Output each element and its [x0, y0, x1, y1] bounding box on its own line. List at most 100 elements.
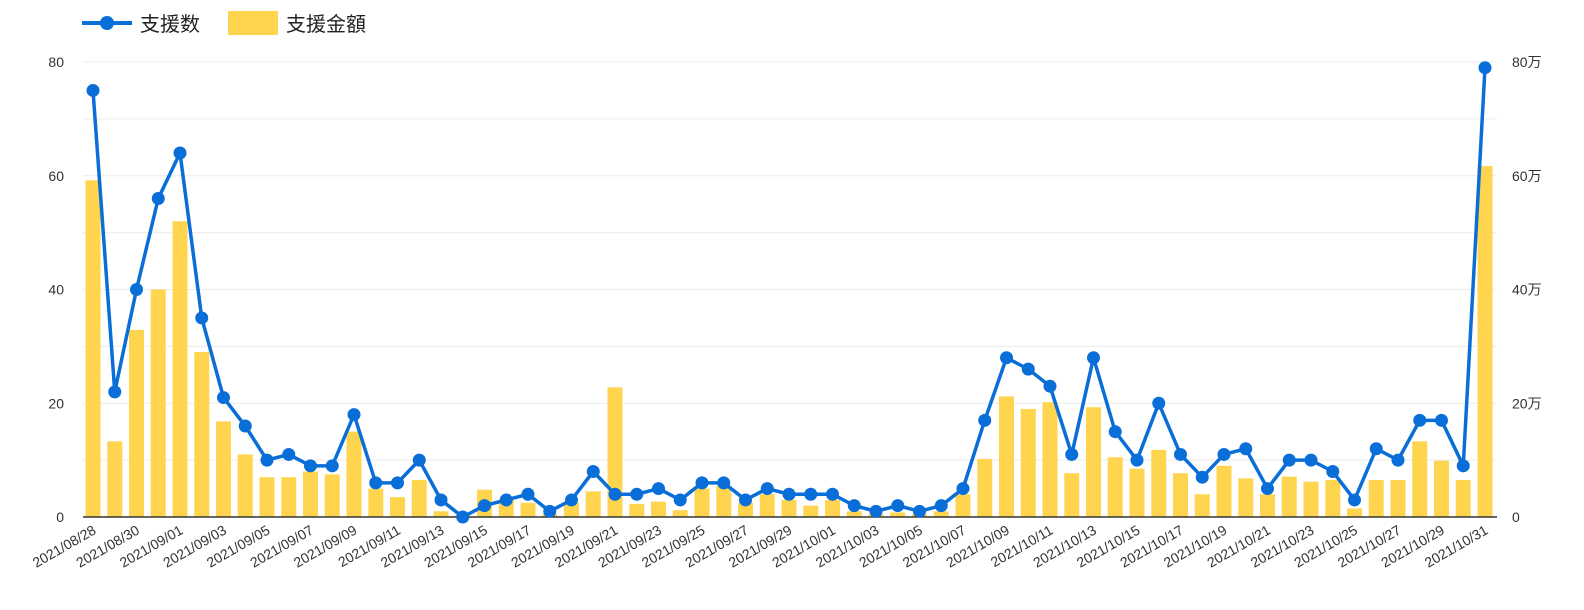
line-point [369, 476, 383, 490]
line-point [630, 487, 644, 501]
line-point [1000, 351, 1013, 365]
line-point [1304, 453, 1318, 467]
legend-item-amount[interactable]: 支援金額 [228, 8, 366, 37]
legend-item-count[interactable]: 支援数 [82, 8, 200, 37]
y-right-tick-label: 0 [1512, 509, 1520, 525]
bar [281, 477, 297, 517]
line-point [652, 482, 665, 496]
legend-label: 支援数 [140, 12, 200, 36]
bar [977, 458, 993, 517]
line-point [217, 391, 230, 405]
bar [433, 511, 449, 517]
line-point [804, 487, 818, 501]
line-point [195, 311, 209, 325]
line-point [913, 504, 926, 518]
y-left-tick-label: 20 [48, 395, 64, 411]
bar [1281, 476, 1297, 517]
line-point [325, 459, 339, 473]
y-left-tick-label: 0 [56, 509, 64, 525]
legend-label: 支援金額 [286, 12, 366, 36]
line-point [934, 499, 948, 513]
line-point [478, 499, 491, 513]
bar [1129, 468, 1145, 517]
bar [259, 477, 275, 517]
line-point [260, 453, 274, 467]
line-point [1435, 413, 1448, 427]
bar [585, 491, 601, 517]
line-point [1456, 459, 1470, 473]
y-right-tick-label: 80万 [1512, 54, 1542, 70]
line-point [608, 487, 622, 501]
line-point [869, 504, 883, 518]
line-point [1239, 442, 1253, 456]
bar [1173, 473, 1188, 517]
bar [1216, 465, 1232, 517]
bar [237, 454, 253, 517]
line-point [673, 493, 687, 507]
line-point [1282, 453, 1296, 467]
bar [368, 488, 384, 517]
bar [1477, 166, 1493, 518]
bar [1194, 494, 1210, 517]
line-point [1130, 453, 1144, 467]
bar [890, 512, 906, 517]
y-right-tick-label: 20万 [1512, 395, 1542, 411]
bar [694, 488, 710, 517]
line-point [1152, 396, 1166, 410]
bar [1412, 441, 1428, 517]
line-point [151, 192, 165, 205]
line-point [1217, 447, 1231, 461]
line-point [695, 476, 709, 490]
line-point [86, 83, 100, 97]
y-left-tick-label: 40 [48, 282, 64, 298]
line-point [1369, 442, 1383, 456]
line-point [1348, 493, 1361, 507]
line-point [847, 499, 861, 513]
bar [1151, 449, 1167, 517]
line-point [891, 499, 905, 513]
bar [216, 421, 231, 517]
line-point [282, 447, 296, 461]
line-point [304, 459, 317, 473]
bar [303, 471, 318, 517]
line-point [1478, 61, 1492, 75]
line-point [1195, 470, 1209, 484]
bar [651, 501, 666, 517]
bar [955, 494, 971, 517]
line-point [717, 476, 731, 490]
bar [129, 329, 144, 517]
line-point [499, 493, 513, 507]
y-left-tick-label: 60 [48, 168, 64, 184]
line-point [543, 504, 557, 518]
bar [1434, 460, 1449, 517]
line-point [1021, 362, 1035, 376]
line-point [586, 465, 600, 478]
bar [107, 441, 123, 517]
bar [629, 503, 645, 517]
bar [172, 221, 188, 517]
bar [194, 352, 210, 517]
bar [1020, 408, 1036, 517]
bar [1303, 481, 1319, 517]
bar [672, 510, 688, 517]
line-point [173, 146, 187, 160]
line-point [782, 487, 796, 501]
bar [999, 396, 1014, 517]
bar [738, 502, 753, 517]
bar [85, 180, 101, 518]
line-point [1043, 379, 1057, 393]
series-line [91, 67, 1487, 519]
line-point [956, 482, 970, 496]
bar-swatch-icon [228, 10, 278, 35]
bar [564, 502, 579, 517]
line-point [1261, 482, 1274, 496]
line-point [565, 493, 578, 507]
bar [825, 499, 840, 517]
bar [324, 474, 340, 517]
bar [1260, 494, 1275, 517]
bar [1368, 480, 1384, 517]
line-point [238, 419, 252, 433]
bar [346, 431, 362, 517]
line-point [760, 482, 774, 496]
